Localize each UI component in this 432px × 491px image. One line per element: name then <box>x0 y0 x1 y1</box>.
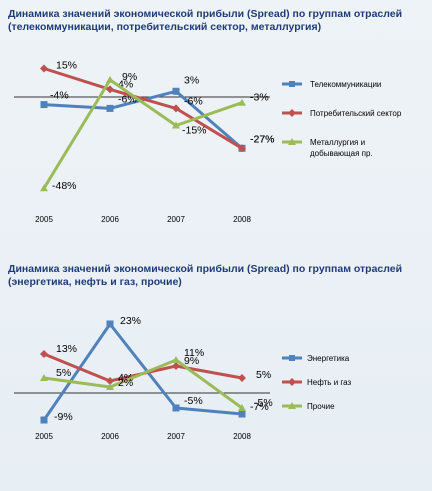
x-tick-label: 2008 <box>233 215 251 224</box>
series-line <box>43 67 243 150</box>
legend-label: Нефть и газ <box>307 378 351 387</box>
data-label: 5% <box>56 367 71 379</box>
legend-marker <box>288 138 296 145</box>
data-label: -5% <box>254 397 273 409</box>
data-label: -6% <box>184 95 203 107</box>
data-label: -27% <box>250 133 275 145</box>
data-label: -7% <box>250 401 269 413</box>
x-tick-label: 2007 <box>167 432 185 441</box>
legend-marker <box>288 378 296 386</box>
x-tick-label: 2008 <box>233 432 251 441</box>
data-label: 2% <box>118 377 133 389</box>
data-point <box>172 356 180 363</box>
series-line <box>42 78 243 189</box>
data-point <box>238 374 246 382</box>
legend-label: Потребительский сектор <box>310 109 402 118</box>
data-label: 9% <box>122 71 137 83</box>
legend-marker <box>289 355 295 361</box>
series-line <box>43 358 243 410</box>
line-chart: 2005 2006 2007 2008-9%23%-5% -7%13%4%9%5%5%2… <box>14 315 351 441</box>
chart-panel-1: Динамика значений экономической прибыли … <box>0 0 432 240</box>
data-label: -3% <box>250 92 269 104</box>
legend-marker <box>288 109 296 117</box>
data-label: -5% <box>184 395 203 407</box>
data-point <box>106 320 114 328</box>
data-point <box>172 121 180 129</box>
data-label: -15% <box>182 125 207 137</box>
legend-label: Энергетика <box>307 354 350 363</box>
line-chart: 2005 2006 2007 2008-4% -6%3%-27%15%4%-6%-27%… <box>14 60 402 224</box>
data-point <box>40 350 48 358</box>
chart-panel-2: Динамика значений экономической прибыли … <box>0 240 432 491</box>
x-tick-label: 2005 <box>35 432 53 441</box>
data-label: -9% <box>54 411 73 423</box>
data-point <box>238 410 246 418</box>
data-point <box>106 383 114 390</box>
data-label: -48% <box>52 180 77 192</box>
data-point <box>172 104 180 113</box>
series-line <box>42 322 243 421</box>
x-tick-label: 2007 <box>167 215 185 224</box>
data-label: 23% <box>120 315 141 327</box>
legend-marker <box>288 402 296 409</box>
data-point <box>172 87 180 95</box>
data-label: 13% <box>56 343 77 355</box>
chart-title: Динамика значений экономической прибыли … <box>8 263 403 288</box>
data-point <box>238 98 246 106</box>
data-point <box>40 101 48 109</box>
data-point <box>40 416 48 424</box>
data-label: 9% <box>184 355 199 367</box>
legend-marker <box>289 81 295 87</box>
data-point <box>106 104 114 112</box>
data-point <box>172 404 180 412</box>
data-label: 5% <box>256 369 271 381</box>
data-point <box>106 75 114 83</box>
data-point <box>40 374 48 381</box>
data-label: -27% <box>250 133 275 145</box>
data-point <box>106 377 114 385</box>
data-label: 11% <box>184 347 204 359</box>
legend-label: Телекоммуникации <box>310 80 381 89</box>
x-tick-label: 2005 <box>35 215 53 224</box>
data-point <box>40 64 48 73</box>
chart-title: Динамика значений экономической прибыли … <box>8 8 403 33</box>
data-point <box>238 144 246 153</box>
x-tick-label: 2006 <box>101 215 119 224</box>
data-point <box>106 85 114 94</box>
data-point <box>238 404 246 411</box>
legend-label: Металлургия и добывающая пр. <box>310 138 373 158</box>
data-label: 3% <box>184 74 199 86</box>
data-label: -4% <box>50 90 69 102</box>
legend-label: Прочие <box>307 402 335 411</box>
x-tick-label: 2006 <box>101 432 119 441</box>
data-point <box>40 184 48 192</box>
data-point <box>172 362 180 370</box>
data-label: 15% <box>56 60 77 72</box>
